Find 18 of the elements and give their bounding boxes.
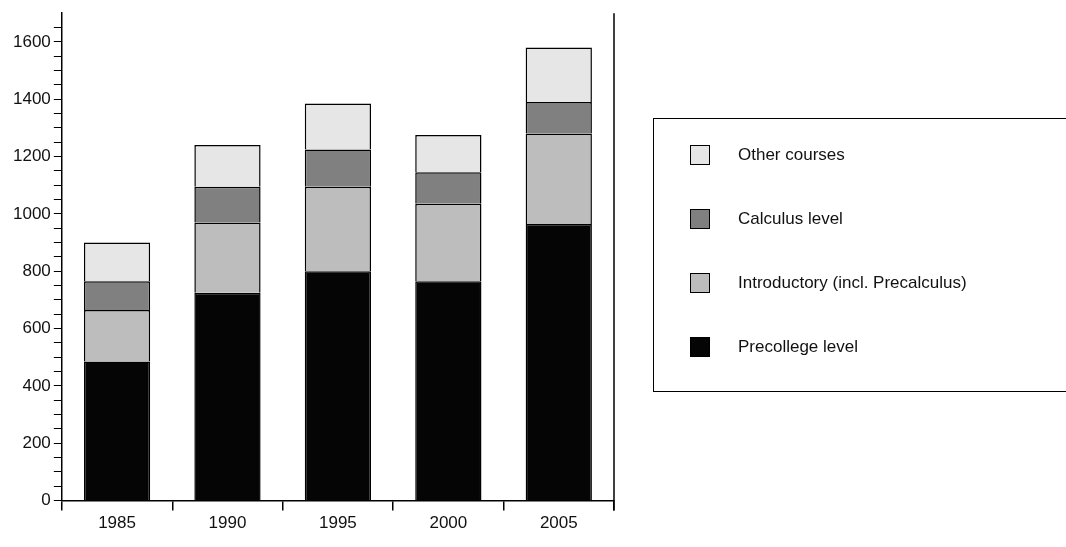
y-tick-label: 1200 bbox=[12, 146, 51, 166]
x-tick-label: 1985 bbox=[98, 513, 136, 533]
x-tick-label: 2000 bbox=[429, 513, 468, 533]
x-tick-label: 1990 bbox=[208, 513, 247, 533]
legend-label: Other courses bbox=[738, 145, 845, 165]
y-tick-label: 1600 bbox=[12, 31, 51, 51]
legend-label: Calculus level bbox=[738, 209, 843, 229]
y-tick-label: 800 bbox=[22, 260, 51, 280]
y-tick-label: 200 bbox=[22, 432, 51, 452]
y-tick-label: 0 bbox=[41, 490, 51, 510]
y-tick-label: 600 bbox=[22, 318, 51, 338]
legend-label: Introductory (incl. Precalculus) bbox=[738, 273, 967, 293]
x-tick-label: 2005 bbox=[539, 513, 578, 533]
y-tick-label: 1000 bbox=[12, 203, 51, 223]
y-tick-label: 1400 bbox=[12, 88, 51, 108]
y-tick-label: 400 bbox=[22, 375, 51, 395]
legend-label: Precollege level bbox=[738, 337, 859, 357]
x-tick-label: 1995 bbox=[319, 513, 357, 533]
